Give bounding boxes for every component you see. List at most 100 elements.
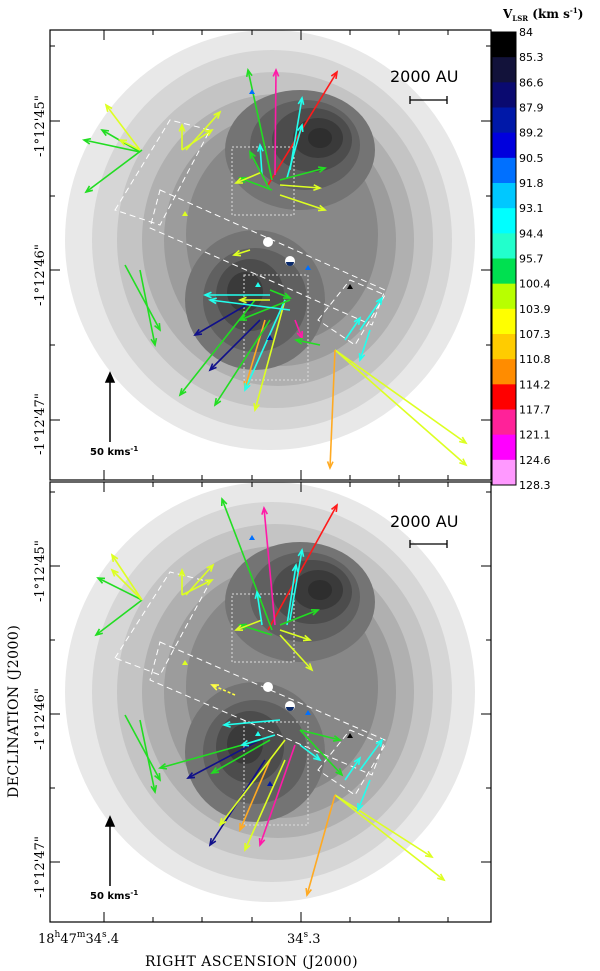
maser-marker — [182, 211, 188, 216]
velocity-arrowhead — [296, 123, 304, 133]
top-dec-tick-45: -1°12'45" — [33, 95, 48, 157]
velocity-arrowhead — [424, 850, 434, 859]
velocity-arrowhead — [375, 738, 384, 747]
colorbar-swatch — [492, 157, 516, 184]
velocity-arrow — [247, 69, 273, 181]
velocity-arrow — [294, 319, 303, 339]
velocity-arrow — [181, 129, 213, 151]
velocity-arrow — [211, 739, 271, 774]
colorbar-tick-label: 121.1 — [519, 429, 551, 442]
velocity-arrowhead — [81, 137, 92, 145]
colorbar-swatch — [492, 258, 516, 285]
velocity-arrowhead — [193, 328, 203, 337]
top-panel: -1°12'45" -1°12'46" -1°12'47" 2000 AU 50… — [33, 29, 492, 481]
colorbar-title: VLSR (km s-1) — [502, 6, 583, 23]
top-velocity-label: 50 kms-1 — [90, 445, 138, 458]
maser-marker — [255, 731, 261, 736]
velocity-arrow — [274, 69, 277, 176]
velocity-arrowhead — [158, 763, 168, 770]
top-source-marker — [263, 237, 273, 247]
maser-marker — [249, 89, 255, 94]
colorbar-swatch — [492, 359, 516, 385]
bottom-dec-tick-46: -1°12'46" — [33, 688, 48, 750]
colorbar-swatch — [492, 208, 516, 234]
velocity-arrowhead — [154, 772, 161, 782]
velocity-arrowhead — [459, 458, 468, 467]
velocity-arrow — [211, 684, 236, 696]
colorbar-swatch — [492, 82, 516, 108]
colorbar-tick-label: 91.8 — [519, 177, 544, 190]
velocity-arrow — [244, 299, 286, 391]
ra-tick-left: 18h47m34s.4 — [38, 930, 119, 947]
velocity-arrowhead — [237, 296, 247, 304]
velocity-arrowhead — [204, 128, 214, 137]
velocity-arrowhead — [118, 139, 128, 146]
velocity-arrow — [233, 249, 251, 256]
colorbar-swatch — [492, 334, 516, 360]
ra-tick-mid: 34s.3 — [287, 930, 321, 947]
velocity-arrowhead — [178, 388, 187, 397]
velocity-arrowhead — [302, 634, 312, 642]
colorbar-swatch — [492, 32, 516, 58]
y-axis-title: DECLINATION (J2000) — [6, 625, 22, 798]
velocity-arrowhead — [213, 397, 222, 407]
velocity-arrowhead — [353, 756, 362, 766]
velocity-arrowhead — [335, 768, 344, 777]
velocity-arrow — [299, 744, 321, 761]
velocity-arrowhead — [204, 579, 214, 586]
velocity-arrow — [179, 299, 256, 396]
velocity-arrowhead — [254, 589, 262, 599]
velocity-arrow — [279, 184, 321, 189]
velocity-arrow — [256, 591, 263, 626]
velocity-arrowhead — [234, 177, 244, 184]
velocity-arrow — [289, 549, 303, 621]
colorbar-swatch — [492, 107, 516, 134]
velocity-arrowhead — [244, 842, 251, 852]
velocity-arrow — [279, 194, 326, 211]
velocity-arrow — [244, 319, 266, 389]
colorbar-tick-label: 89.2 — [519, 127, 544, 140]
colorbar-tick-label: 107.3 — [519, 328, 551, 341]
velocity-arrow — [209, 299, 291, 311]
maser-marker — [305, 710, 311, 715]
velocity-arrow — [244, 759, 286, 851]
velocity-arrow — [111, 569, 143, 601]
velocity-arrowhead — [317, 166, 327, 173]
velocity-arrow — [194, 299, 256, 336]
colorbar-tick-label: 86.6 — [519, 76, 544, 89]
velocity-arrowhead — [437, 873, 446, 882]
velocity-arrow — [185, 111, 221, 151]
velocity-arrow — [241, 734, 276, 746]
velocity-arrow — [209, 319, 261, 371]
velocity-arrow — [344, 317, 361, 341]
maser-marker — [347, 284, 353, 289]
velocity-arrowhead — [291, 562, 299, 572]
maser-marker — [305, 265, 311, 270]
colorbar-swatch — [492, 409, 516, 436]
velocity-arrow — [85, 149, 143, 193]
colorbar-swatch — [492, 384, 516, 410]
velocity-arrowhead — [258, 837, 266, 847]
velocity-arrowhead — [305, 663, 314, 672]
velocity-arrowhead — [282, 292, 292, 299]
velocity-arrowhead — [238, 623, 248, 631]
maser-marker — [267, 335, 273, 340]
colorbar-tick-label: 128.3 — [519, 479, 551, 492]
velocity-arrow — [334, 349, 467, 444]
velocity-arrow — [119, 139, 141, 151]
velocity-arrow — [124, 264, 161, 331]
velocity-arrowhead — [331, 503, 338, 513]
colorbar-tick-label: 114.2 — [519, 378, 551, 391]
velocity-arrow — [299, 729, 341, 741]
velocity-arrow — [279, 167, 326, 181]
colorbar-tick-label: 95.7 — [519, 253, 544, 266]
colorbar-tick-label: 85.3 — [519, 51, 544, 64]
velocity-arrowhead — [150, 337, 158, 348]
colorbar-tick-label: 117.7 — [519, 404, 551, 417]
velocity-arrow — [359, 739, 383, 771]
velocity-arrowhead — [313, 753, 322, 762]
top-region-boxes — [114, 119, 386, 346]
colorbar-tick-label: 84 — [519, 26, 533, 39]
colorbar-swatch — [492, 459, 516, 486]
top-region-dotted — [231, 146, 309, 381]
